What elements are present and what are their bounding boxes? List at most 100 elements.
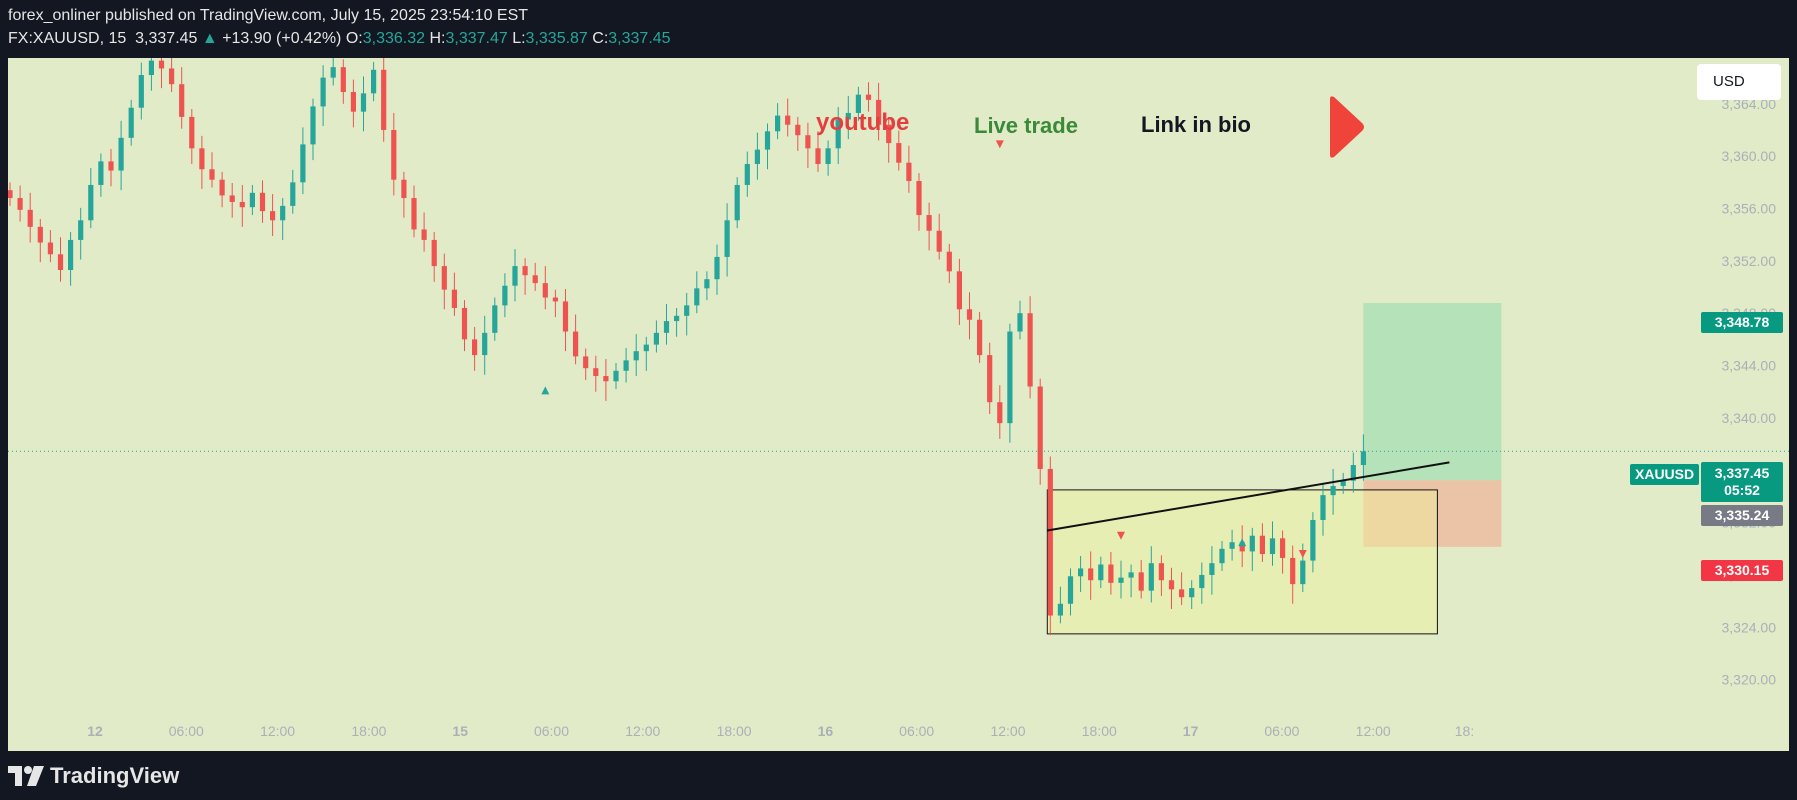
candle (744, 164, 750, 185)
high-label: H: (429, 30, 446, 47)
trendline[interactable] (1047, 461, 1450, 532)
candle (946, 251, 952, 272)
candle (199, 148, 205, 170)
candle (663, 321, 670, 333)
candle (1269, 538, 1276, 555)
candle (1229, 542, 1235, 549)
candle (482, 332, 488, 356)
play-icon[interactable] (1326, 95, 1366, 159)
currency-button[interactable]: USD (1697, 64, 1781, 100)
candle (1249, 535, 1255, 552)
candle (280, 205, 286, 221)
candle (300, 144, 306, 183)
candle (411, 198, 417, 230)
sell-signal-icon (995, 140, 1004, 149)
buy-signal-icon (541, 386, 550, 395)
candle (451, 289, 457, 308)
y-axis-tick-label: 3,320.00 (1722, 672, 1777, 688)
candle (57, 254, 64, 271)
candle (259, 192, 266, 212)
candle (906, 162, 912, 182)
x-axis-tick-label: 18:00 (1082, 723, 1117, 739)
brand-name: TradingView (50, 763, 180, 788)
candle (764, 131, 771, 150)
x-axis-tick-label: 06:00 (169, 723, 204, 739)
candle (775, 115, 781, 132)
chart-header: forex_onliner published on TradingView.c… (0, 0, 1797, 58)
y-axis-tick-label: 3,360.00 (1722, 148, 1777, 164)
candle (603, 376, 609, 382)
candle (461, 307, 468, 340)
candle (37, 226, 43, 243)
candle (855, 94, 861, 113)
candle (492, 305, 498, 333)
candle (1310, 520, 1316, 561)
candle (17, 198, 23, 210)
candle (128, 107, 134, 138)
candle (431, 239, 437, 267)
x-axis-tick-label: 12:00 (990, 723, 1025, 739)
low-value: 3,335.87 (525, 30, 588, 47)
candle (1088, 568, 1094, 581)
open-value: 3,336.32 (362, 30, 426, 47)
candle (229, 195, 235, 202)
candle (68, 239, 74, 271)
position-stop-zone[interactable] (1363, 480, 1502, 547)
x-axis-tick-label: 17 (1183, 723, 1199, 739)
candle (845, 112, 851, 120)
candle (552, 297, 558, 302)
candle (1320, 495, 1326, 521)
y-axis-tick-label: 3,352.00 (1722, 253, 1777, 269)
x-axis-tick-label: 15 (452, 723, 468, 739)
candle (724, 220, 730, 257)
candle (532, 275, 538, 284)
up-triangle-icon: ▲ (201, 30, 218, 47)
tradingview-logo[interactable]: TradingView (8, 763, 179, 789)
candle (1118, 577, 1124, 583)
chart-plot-area[interactable]: 3,320.003,324.003,328.003,332.003,336.00… (8, 58, 1789, 751)
candle (916, 181, 922, 216)
candle (1047, 468, 1053, 616)
candle (1108, 564, 1114, 583)
live-trade-label: Live trade (974, 113, 1078, 138)
candle (330, 67, 336, 78)
ohlc-line: FX:XAUUSD, 15 3,337.45 ▲ +13.90 (+0.42%)… (8, 30, 671, 48)
candle (1340, 480, 1346, 486)
candle (1098, 564, 1104, 581)
candle (1057, 603, 1063, 616)
x-axis-tick-label: 16 (818, 723, 834, 739)
open-label: O: (345, 30, 363, 47)
candle (189, 116, 195, 149)
candle (1259, 535, 1265, 555)
x-axis-tick-label: 12:00 (1356, 723, 1391, 739)
price-chart[interactable]: 3,320.003,324.003,328.003,332.003,336.00… (8, 58, 1789, 751)
candle (148, 60, 154, 76)
candle (1007, 331, 1013, 424)
candle (78, 220, 84, 240)
candle (623, 360, 629, 371)
candle (815, 148, 821, 165)
x-axis-tick-label: 12:00 (260, 723, 295, 739)
target-price-tag: 3,348.78 (1701, 312, 1783, 333)
candle (926, 215, 932, 231)
youtube-label: youtube (816, 109, 910, 136)
candle (1189, 588, 1195, 598)
candle (643, 344, 649, 352)
tradingview-logo-icon (8, 766, 44, 786)
candle (562, 301, 569, 332)
candle (633, 351, 639, 361)
close-label: C: (592, 30, 609, 47)
candle (876, 99, 882, 125)
candle (169, 68, 175, 85)
candle (977, 319, 983, 356)
candle (1350, 465, 1356, 481)
symbol-label[interactable]: FX:XAUUSD, 15 (8, 30, 127, 47)
position-target-zone[interactable] (1363, 303, 1502, 481)
candle (1017, 313, 1023, 332)
last-price: 3,337.45 (135, 30, 198, 47)
y-axis-tick-label: 3,324.00 (1722, 619, 1777, 635)
candle (583, 356, 589, 369)
candle (158, 60, 165, 69)
buy-signal-icon (1238, 538, 1247, 547)
candle (573, 331, 579, 357)
